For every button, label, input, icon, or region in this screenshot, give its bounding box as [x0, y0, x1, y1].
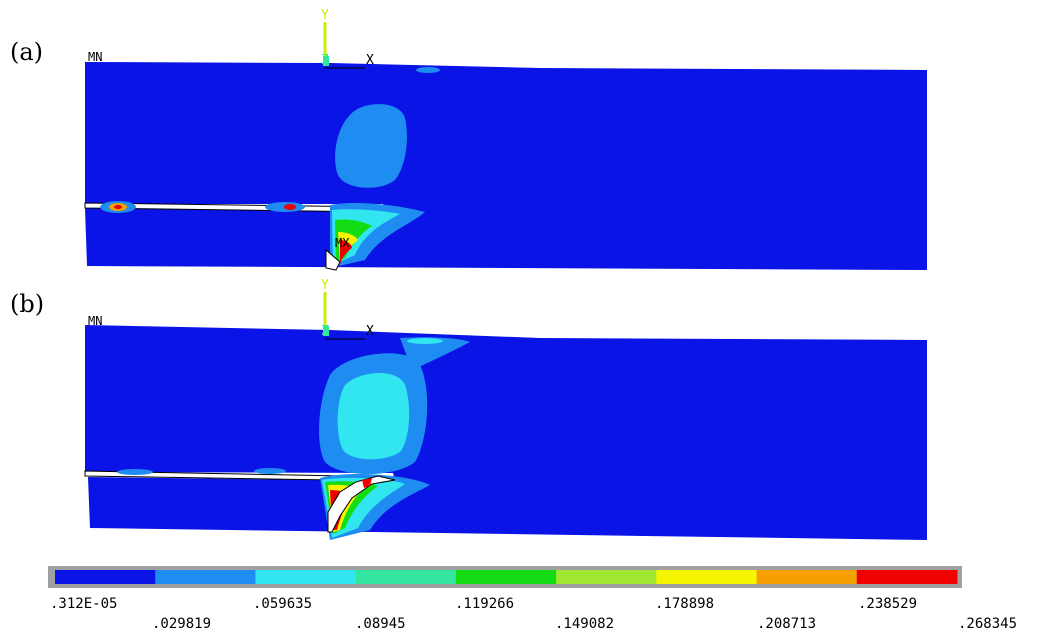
- panel-a-label: (a): [10, 38, 44, 66]
- panel-a-plume-red: [340, 240, 352, 264]
- panel-a-axis-z: Z: [321, 53, 329, 68]
- colorbar-label-bottom: .268345: [958, 616, 1018, 632]
- panel-b-notch: [327, 475, 396, 533]
- panel-b-axis-x: X: [366, 324, 374, 339]
- colorbar-swatch: [55, 570, 156, 584]
- colorbar-swatch: [455, 570, 557, 584]
- colorbar-swatch: [255, 570, 357, 584]
- colorbar-label-bottom: .208713: [757, 616, 817, 632]
- colorbar-label-bottom: .029819: [152, 616, 212, 632]
- colorbar: [48, 566, 962, 588]
- panel-b-notch-red: [362, 478, 372, 488]
- colorbar-label-top: .119266: [455, 596, 515, 612]
- panel-a-min-tag: MN: [88, 50, 103, 64]
- colorbar-label-bottom: .149082: [555, 616, 615, 632]
- colorbar-label-bottom: .08945: [355, 616, 406, 632]
- panel-b-hotspot-mid: [254, 468, 286, 474]
- panel-a-axis-x: X: [366, 53, 374, 68]
- panel-a-top-feature: [416, 67, 440, 73]
- panel-a-max-tag: MX: [335, 236, 350, 250]
- panel-a-hotspot-left-red: [114, 205, 122, 209]
- panel-b-top-feature-inner: [407, 338, 443, 344]
- panel-a-axis-triad: [323, 22, 365, 69]
- panel-b-axis-triad: [323, 292, 365, 340]
- panel-b-label: (b): [10, 290, 45, 318]
- panel-b-contour: [84, 325, 927, 540]
- panel-a-bubble: [335, 104, 407, 188]
- panel-a-hotspot-mid-core: [284, 204, 296, 210]
- panel-a-contour: [84, 62, 927, 271]
- panel-b-hotspot-left: [117, 469, 153, 475]
- panel-a-axis-y: Y: [321, 8, 329, 23]
- colorbar-swatch: [656, 570, 758, 584]
- colorbar-swatch: [556, 570, 657, 584]
- colorbar-swatch: [856, 570, 958, 584]
- colorbar-label-top: .178898: [655, 596, 715, 612]
- panel-a-notch: [325, 248, 341, 271]
- colorbar-swatch: [355, 570, 457, 584]
- panel-a-domain: [85, 62, 927, 270]
- colorbar-label-top: .238529: [858, 596, 918, 612]
- panel-b-axis-z: Z: [321, 324, 329, 339]
- colorbar-label-top: .312E-05: [50, 596, 118, 612]
- panel-b-domain: [85, 325, 927, 540]
- colorbar-label-top: .059635: [253, 596, 313, 612]
- colorbar-swatch: [756, 570, 858, 584]
- panel-b-bubble-inner: [337, 372, 410, 460]
- panel-b-top-feature: [400, 337, 470, 370]
- colorbar-swatch: [155, 570, 256, 584]
- panel-b-min-tag: MN: [88, 314, 103, 328]
- panel-b-axis-y: Y: [321, 278, 329, 293]
